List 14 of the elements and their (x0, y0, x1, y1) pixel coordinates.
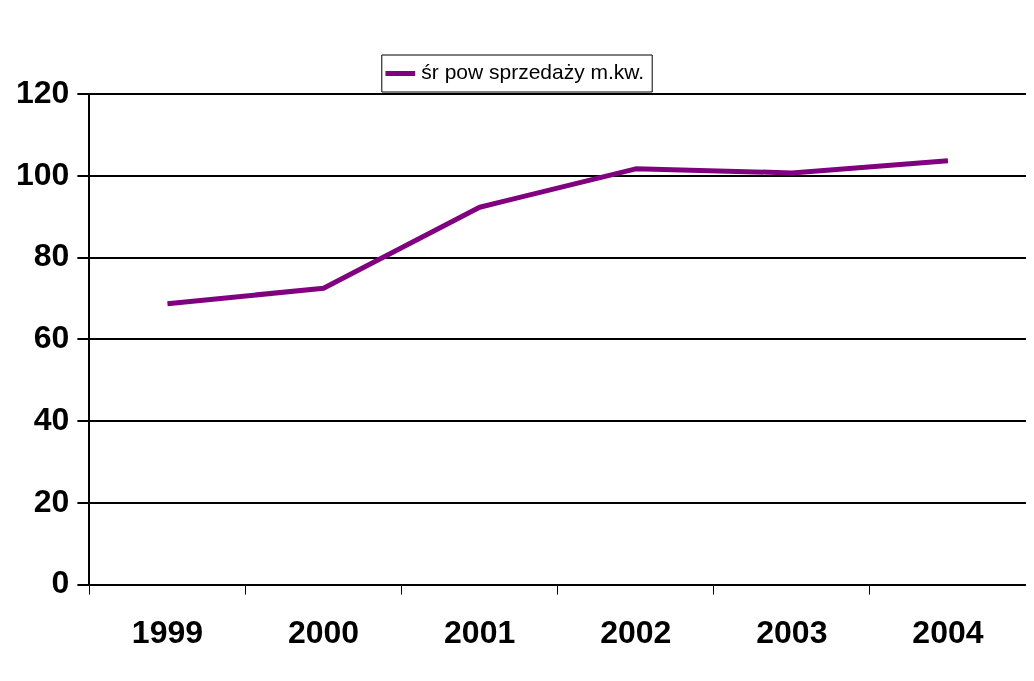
x-tick-label: 2002 (600, 613, 672, 650)
y-tick-label: 20 (33, 482, 70, 519)
x-tick-label: 2000 (287, 613, 360, 650)
x-tick-label: 2004 (912, 613, 984, 650)
legend-label: śr pow sprzedaży m.kw. (421, 60, 645, 84)
y-tick-label: 100 (16, 155, 70, 192)
y-tick-label: 40 (33, 400, 70, 437)
x-tick-label: 2001 (444, 613, 516, 650)
x-tick-label: 2003 (756, 613, 828, 650)
y-tick-label: 80 (33, 237, 70, 274)
y-tick-label: 0 (51, 564, 70, 601)
y-tick-label: 60 (33, 319, 70, 356)
x-tick-label: 1999 (131, 613, 204, 650)
y-tick-label: 120 (16, 73, 70, 110)
